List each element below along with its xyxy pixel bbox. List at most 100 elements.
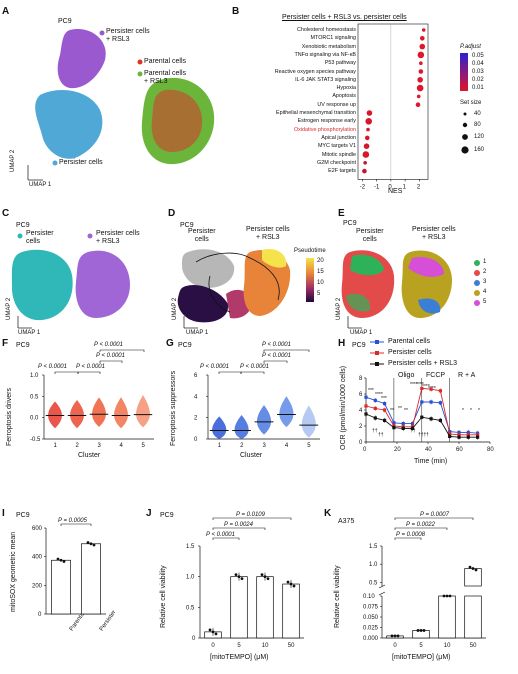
g-ytick-label-0: 6 bbox=[194, 373, 198, 379]
f-bracket-0 bbox=[99, 349, 145, 352]
h-sig-5: ** bbox=[404, 408, 408, 414]
k-bracket-2 bbox=[394, 537, 422, 540]
panel-g-cell-line: PC9 bbox=[178, 342, 192, 349]
panel-letter-k: K bbox=[324, 508, 332, 519]
h-point-1-7 bbox=[429, 387, 433, 391]
size-tick-2: 120 bbox=[474, 134, 485, 140]
size-tick-1: 80 bbox=[474, 122, 481, 128]
pathway-label: Reactive oxygen species pathway bbox=[274, 68, 356, 75]
k-xtick-label-3: 50 bbox=[470, 643, 477, 649]
b-xtick-label-2: 0 bbox=[388, 184, 392, 190]
dot-9 bbox=[415, 102, 421, 107]
h-point-1-0 bbox=[364, 404, 368, 408]
panel-letter-e: E bbox=[338, 208, 345, 219]
dot-1 bbox=[419, 36, 425, 41]
dot-5 bbox=[418, 69, 424, 74]
dot-2 bbox=[419, 43, 426, 50]
umap-d-trajectory-arrow bbox=[195, 252, 280, 313]
panel-b-xlabel: NES bbox=[388, 188, 403, 195]
panel-j-cell-line: PC9 bbox=[160, 512, 174, 519]
h-ytick-label-4: 0 bbox=[359, 440, 363, 446]
j-ytick-label-3: 0 bbox=[192, 636, 196, 642]
h-sig-13: †† bbox=[372, 428, 378, 434]
k-pt-0-0 bbox=[390, 634, 394, 638]
f-violin-3 bbox=[92, 397, 106, 427]
k-pt-3-0 bbox=[468, 565, 472, 569]
panel-letter-d: D bbox=[168, 208, 176, 219]
h-point-2-5 bbox=[410, 426, 415, 430]
pseudotime-tick-15: 15 bbox=[317, 269, 324, 275]
umap-d-yellow-region bbox=[262, 248, 287, 268]
panel-letter-a: A bbox=[2, 6, 10, 17]
j-pt-1-1 bbox=[237, 575, 241, 579]
h-sig-4: ** bbox=[398, 406, 402, 412]
panel-letter-h: H bbox=[338, 338, 346, 349]
j-pt-3-1 bbox=[289, 582, 293, 586]
pathway-label: TNFα signaling via NF-κB bbox=[294, 51, 356, 58]
h-point-2-12 bbox=[476, 435, 480, 439]
g-violin-3 bbox=[256, 405, 272, 435]
h-xtick-label-0: 0 bbox=[363, 447, 367, 453]
g-bracket-3 bbox=[240, 371, 265, 374]
label-persister: Persister cells bbox=[59, 159, 103, 166]
pathway-label: MTORC1 signaling bbox=[310, 35, 356, 42]
h-sig-16: ††† bbox=[418, 432, 427, 438]
h-xtick-label-4: 80 bbox=[487, 447, 494, 453]
panel-e-label-persister-rsl3: Persister cells + RSL3 bbox=[412, 226, 456, 241]
j-pt-3-0 bbox=[286, 580, 290, 584]
panel-k-pval-2: P = 0.0008 bbox=[396, 532, 425, 538]
j-pt-2-2 bbox=[266, 577, 270, 581]
h-point-0-7 bbox=[429, 400, 433, 404]
k-pt-1-1 bbox=[419, 629, 423, 632]
panel-j-bar-chart: 1.5 1.0 0.5 0 0 5 10 50 bbox=[186, 517, 304, 649]
b-xtick-label-4: 2 bbox=[417, 184, 421, 190]
panel-g-pval-1: P < 0.0001 bbox=[262, 353, 291, 359]
f-xtick-label-2: 2 bbox=[76, 443, 80, 449]
h-point-0-2 bbox=[383, 402, 387, 406]
legend-dot-persister bbox=[52, 160, 58, 166]
panel-letter-i: I bbox=[2, 508, 5, 519]
h-point-2-7 bbox=[429, 417, 433, 421]
pseudotime-tick-10: 10 bbox=[317, 280, 324, 286]
g-violin-2 bbox=[234, 414, 249, 439]
size-legend-title: Set size bbox=[460, 100, 482, 106]
j-bracket-2 bbox=[212, 537, 240, 540]
h-point-2-8 bbox=[438, 418, 442, 422]
h-point-0-8 bbox=[438, 401, 442, 405]
j-pt-3-2 bbox=[292, 584, 296, 588]
umap-d-grey-region bbox=[182, 249, 235, 288]
panel-h-xlabel: Time (min) bbox=[414, 458, 448, 465]
g-xtick-label-5: 5 bbox=[307, 443, 311, 449]
h-point-1-2 bbox=[383, 408, 387, 412]
i-ytick-label-2: 200 bbox=[32, 583, 43, 589]
panel-d-label-persister-rsl3: Persister cells + RSL3 bbox=[246, 226, 290, 241]
cluster-legend-label: 3 bbox=[483, 279, 487, 285]
h-point-0-6 bbox=[420, 400, 424, 404]
f-ytick-label-3: -0.5 bbox=[30, 437, 41, 443]
h-point-2-9 bbox=[448, 434, 452, 438]
j-xtick-label-0: 0 bbox=[211, 643, 215, 649]
g-bracket-0 bbox=[263, 349, 310, 352]
i-ytick-label-0: 600 bbox=[32, 526, 43, 532]
h-sig-10: * bbox=[462, 408, 464, 414]
padj-tick-1: 0.04 bbox=[472, 61, 484, 67]
pseudotime-colorbar bbox=[306, 258, 314, 302]
k-pt-0-1 bbox=[393, 634, 397, 638]
j-ytick-label-2: 0.5 bbox=[186, 605, 195, 611]
b-xtick-label-0: -2 bbox=[360, 184, 366, 190]
k-ytick-label-low-0: 0.10 bbox=[363, 594, 375, 600]
padj-tick-3: 0.02 bbox=[472, 77, 484, 83]
f-violin-5 bbox=[136, 394, 150, 428]
f-xtick-label-4: 4 bbox=[120, 443, 124, 449]
panel-g-pval-3: P < 0.0001 bbox=[240, 364, 269, 370]
panel-letter-j: J bbox=[146, 508, 152, 519]
pathway-label: E2F targets bbox=[328, 168, 356, 175]
f-ytick-label-2: 0.0 bbox=[30, 416, 39, 422]
dot-15 bbox=[362, 151, 370, 158]
i-pt-1-1 bbox=[89, 542, 93, 546]
pathway-label: Oxidative phosphorylation bbox=[293, 126, 356, 133]
h-sig-3: ** bbox=[390, 408, 394, 414]
g-violin-1 bbox=[212, 416, 227, 439]
pathway-label: P53 pathway bbox=[324, 60, 356, 67]
